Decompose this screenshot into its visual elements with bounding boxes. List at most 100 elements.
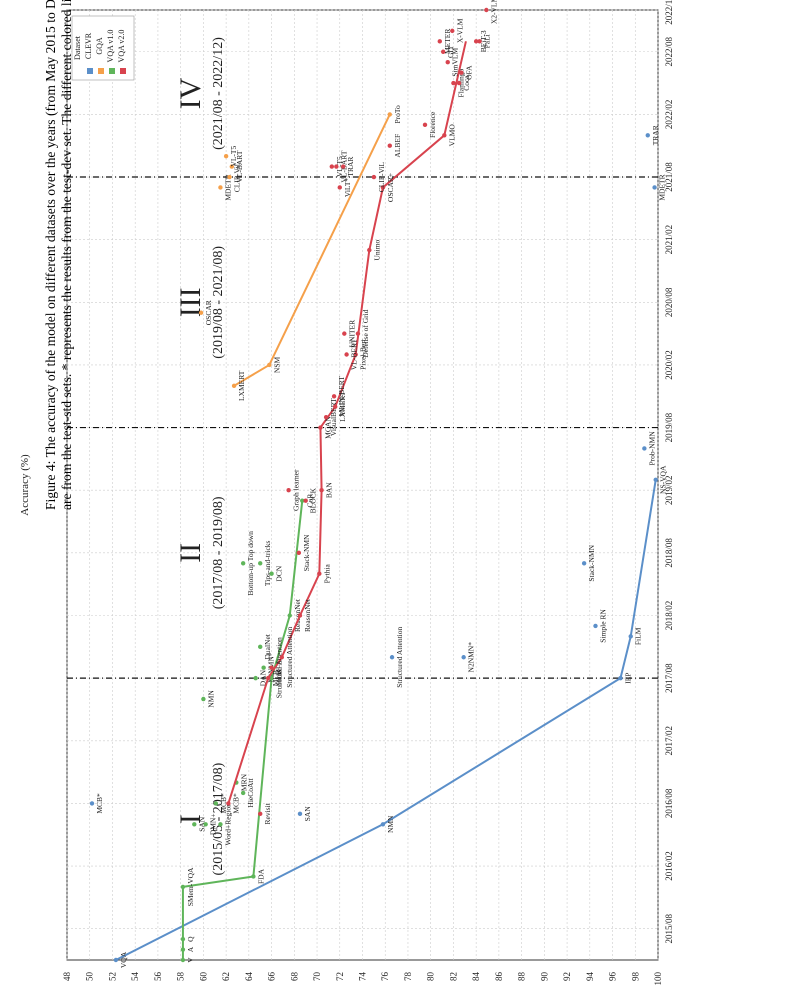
data-point: [367, 247, 372, 253]
data-label: SAN: [197, 816, 206, 832]
y-tick-label: 74: [358, 972, 368, 982]
data-label: OFA: [464, 65, 473, 80]
data-label: Pythia: [322, 563, 331, 583]
data-point: [645, 133, 650, 138]
data-point: [422, 122, 428, 128]
data-label: VL-T5: [229, 145, 238, 166]
data-point: [258, 644, 263, 650]
data-point: [353, 352, 358, 357]
legend-entry: VQA v2.0: [117, 30, 126, 63]
x-tick-label: 2022/02: [664, 100, 674, 130]
data-label: Prob-NMN: [647, 431, 656, 466]
data-label: Defense of Grid: [361, 309, 370, 358]
data-label: NMN: [386, 815, 395, 833]
y-tick-label: 66: [267, 972, 277, 982]
data-label: MRN: [239, 773, 248, 791]
data-point: [240, 790, 246, 796]
data-point: [340, 164, 346, 169]
data-point: [218, 185, 223, 190]
data-label: ALBEF: [393, 134, 402, 158]
data-label: Stack-NMN: [302, 534, 311, 571]
x-tick-label: 2021/02: [664, 225, 674, 255]
data-label: SAN: [303, 806, 312, 822]
data-point: [231, 383, 237, 389]
data-label: VisualBERT: [329, 398, 338, 436]
x-tick-label: 2021/08: [664, 162, 674, 192]
data-point: [329, 164, 335, 169]
y-tick-label: 88: [517, 972, 527, 982]
data-point: [269, 675, 274, 681]
data-point: [319, 488, 324, 493]
y-tick-label: 80: [426, 972, 436, 982]
legend-entry: GQA: [95, 37, 104, 55]
period-range: (2015/05 - 2017/08): [211, 762, 226, 875]
data-point: [344, 352, 349, 357]
data-point: [484, 7, 489, 13]
data-label: MDETR: [223, 174, 232, 200]
data-label: MCB*: [231, 793, 240, 814]
data-label: Structured Attention: [285, 626, 294, 687]
data-label: ProTo: [393, 105, 402, 123]
data-label: LXMERT: [338, 391, 347, 422]
data-point: [642, 446, 647, 451]
data-label: Tips-and-tricks: [263, 540, 272, 586]
y-tick-label: 60: [198, 972, 208, 982]
data-label: CoR: [305, 494, 314, 508]
data-label: Simple RN: [598, 609, 607, 643]
x-tick-label: 2017/08: [664, 663, 674, 693]
y-tick-label: 92: [562, 972, 572, 981]
data-point: [265, 675, 271, 681]
data-label: X2-VLM: [489, 0, 498, 24]
data-label: Word+Region: [223, 803, 232, 846]
y-tick-label: 94: [585, 972, 595, 982]
period-roman: IV: [174, 77, 207, 109]
data-label: A: [186, 946, 195, 952]
data-label: BEiT-3: [479, 30, 488, 52]
data-point: [267, 362, 272, 368]
data-point: [198, 310, 204, 315]
y-tick-label: 84: [471, 972, 481, 982]
data-point: [192, 822, 197, 827]
data-point: [300, 498, 305, 503]
data-point: [269, 665, 274, 670]
data-label: VL-BART: [235, 150, 244, 182]
data-point: [113, 957, 119, 963]
legend-title: Dataset: [73, 35, 82, 60]
data-label: Bottom-up Top down: [246, 531, 255, 596]
data-point: [279, 655, 285, 660]
data-label: SimVLM: [451, 47, 460, 76]
data-label: MLB: [275, 670, 284, 686]
data-label: MFB: [275, 660, 284, 676]
data-point: [456, 80, 462, 86]
data-label: Coca: [462, 75, 471, 91]
x-tick-label: 2020/02: [664, 350, 674, 380]
data-point: [342, 331, 347, 336]
x-tick-label: 2019/02: [664, 475, 674, 505]
data-point: [218, 822, 223, 827]
figure-caption: Figure 4: The accuracy of the model on d…: [43, 0, 75, 510]
data-label: DMN+: [209, 813, 218, 835]
x-tick-label: 2015/08: [664, 913, 674, 943]
x-tick-label: 2022/12: [664, 0, 674, 25]
data-label: MCB*: [95, 793, 104, 814]
legend-swatch: [98, 68, 104, 74]
y-tick-label: 96: [608, 972, 618, 982]
data-label: ReasonNet: [303, 598, 312, 632]
data-point: [296, 550, 302, 556]
period-range: (2017/08 - 2019/08): [211, 496, 226, 609]
y-tick-label: 98: [630, 972, 640, 982]
data-label: OSCAR+: [386, 173, 395, 202]
y-axis-label: Accuracy (%): [19, 454, 31, 516]
data-point: [201, 696, 206, 702]
data-point: [380, 185, 386, 190]
y-tick-label: 64: [244, 972, 254, 982]
data-label: MCB*: [219, 793, 228, 814]
data-point: [318, 425, 323, 430]
data-label: UNITER: [347, 320, 356, 348]
y-tick-label: 48: [62, 972, 72, 982]
data-point: [251, 874, 256, 879]
data-label: FiLM: [634, 627, 643, 645]
x-tick-label: 2017/02: [664, 726, 674, 756]
data-label: Florence: [428, 111, 437, 138]
data-label: CLIP-ViL: [377, 161, 386, 192]
